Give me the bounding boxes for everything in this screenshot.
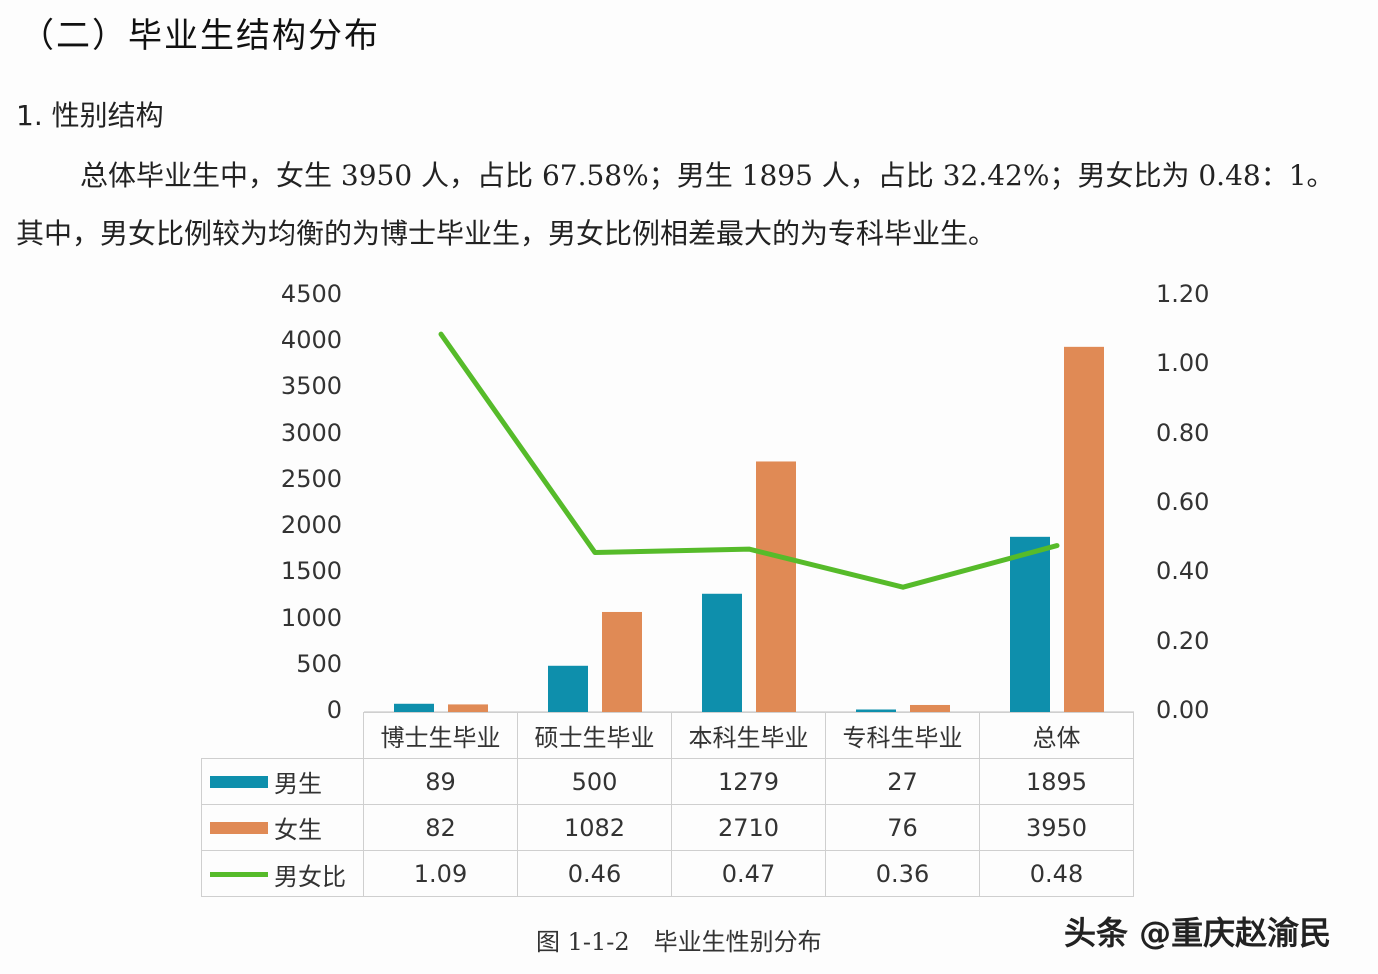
ratio-line-swatch-icon [210,872,268,877]
male-bar [548,665,588,712]
female-bar [1064,346,1104,712]
table-cell: 82 [363,804,518,851]
subsection-title: 1. 性别结构 [16,99,164,132]
legend-male: 男生 [201,758,364,805]
left-axis-tick: 2000 [280,511,342,540]
table-cell: 0.47 [671,850,826,897]
table-header-row: 博士生毕业 硕士生毕业 本科生毕业 专科生毕业 总体 [201,712,1134,759]
table-cell: 0.46 [517,850,672,897]
paragraph-line-1: 总体毕业生中，女生 3950 人，占比 67.58%；男生 1895 人，占比 … [80,159,1335,192]
table-cell: 76 [825,804,980,851]
legend-label: 女生 [274,816,322,844]
category-header: 总体 [979,712,1134,759]
left-axis-tick: 3000 [280,418,342,447]
male-bar [394,703,434,712]
female-bar [602,611,642,712]
table-cell: 27 [825,758,980,805]
left-axis-tick: 500 [296,649,342,678]
right-axis-tick: 0.60 [1156,488,1210,516]
right-axis-tick: 0.40 [1156,557,1210,586]
female-bar [448,704,488,712]
table-cell: 1895 [979,758,1134,805]
table-cell: 2710 [671,804,826,851]
left-axis-tick: 2500 [280,464,342,493]
left-axis-tick: 3500 [280,372,342,401]
right-axis-tick: 1.20 [1156,280,1210,308]
male-bar [856,709,896,712]
legend-label: 男女比 [274,863,346,891]
right-axis-tick: 0.20 [1156,626,1210,655]
male-bar [702,593,742,712]
left-axis-tick: 4500 [280,280,342,308]
table-cell: 3950 [979,804,1134,851]
watermark: 头条 @重庆赵渝民 [1064,914,1332,952]
male-swatch-icon [210,775,268,788]
table-cell: 1279 [671,758,826,805]
table-row-male: 男生 89 500 1279 27 1895 [201,758,1134,805]
figure-caption: 图 1-1-2 毕业生性别分布 [536,928,822,956]
paragraph-line-2: 其中，男女比例较为均衡的为博士毕业生，男女比例相差最大的为专科毕业生。 [16,217,997,250]
female-swatch-icon [210,821,268,834]
category-header: 博士生毕业 [363,712,518,759]
ratio-line [438,331,1060,590]
left-axis-tick: 1000 [280,603,342,632]
table-cell: 500 [517,758,672,805]
left-axis-tick: 1500 [280,557,342,586]
table-cell: 0.48 [979,850,1134,897]
legend-female: 女生 [201,804,364,851]
table-cell: 1.09 [363,850,518,897]
table-cell: 1082 [517,804,672,851]
section-title: （二）毕业生结构分布 [20,16,380,56]
female-bar [910,704,950,712]
female-bar [756,461,796,712]
right-axis-tick: 0.00 [1156,696,1210,724]
male-bar [1010,536,1050,712]
table-row-female: 女生 82 1082 2710 76 3950 [201,804,1134,851]
left-axis-tick: 4000 [280,326,342,355]
right-axis-tick: 0.80 [1156,418,1210,447]
category-header: 硕士生毕业 [517,712,672,759]
table-cell: 0.36 [825,850,980,897]
legend-label: 男生 [274,770,322,798]
legend-ratio: 男女比 [201,850,364,897]
table-corner [201,712,364,759]
table-row-ratio: 男女比 1.09 0.46 0.47 0.36 0.48 [201,850,1134,897]
table-cell: 89 [363,758,518,805]
category-header: 专科生毕业 [825,712,980,759]
category-header: 本科生毕业 [671,712,826,759]
right-axis-tick: 1.00 [1156,349,1210,378]
chart-data-table: 博士生毕业 硕士生毕业 本科生毕业 专科生毕业 总体 男生 89 500 127… [201,712,1134,897]
